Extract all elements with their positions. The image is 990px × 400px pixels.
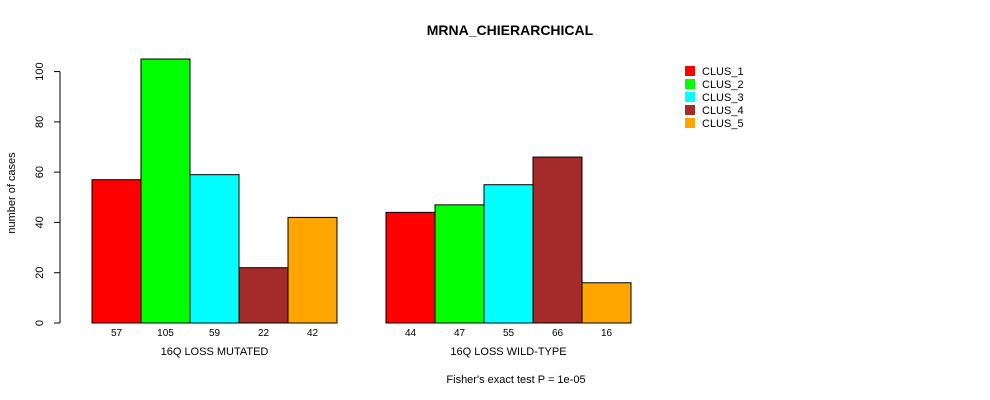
legend-swatch [685, 92, 695, 102]
y-axis-label: number of cases [6, 152, 18, 234]
legend-label: CLUS_3 [702, 92, 744, 104]
bar-clus-4-1 [238, 267, 289, 324]
legend-label: CLUS_2 [702, 79, 744, 91]
y-tick-label: 100 [34, 62, 46, 80]
bar-value-label: 47 [454, 328, 466, 339]
legend-label: CLUS_5 [702, 118, 744, 130]
legend-swatch [685, 66, 695, 76]
bar-clus-1-1 [91, 179, 142, 324]
bar-value-label: 105 [157, 328, 174, 339]
bar-clus-2-2 [434, 204, 485, 324]
group-labels: 16Q LOSS MUTATED 16Q LOSS WILD-TYPE [161, 346, 567, 358]
bar-clus-4-2 [532, 156, 583, 324]
bar-clus-2-1 [140, 58, 191, 324]
y-tick-label: 0 [34, 320, 46, 326]
fisher-test-footnote: Fisher's exact test P = 1e-05 [446, 374, 585, 386]
bar-value-label: 66 [552, 328, 564, 339]
y-tick-label: 40 [34, 216, 46, 228]
bar-value-label: 22 [258, 328, 270, 339]
chart-title: MRNA_CHIERARCHICAL [427, 22, 594, 38]
group-label: 16Q LOSS WILD-TYPE [450, 346, 566, 358]
bar-clus-3-2 [483, 184, 534, 324]
bar-value-label: 57 [111, 328, 123, 339]
bar-clus-1-2 [385, 211, 436, 324]
y-axis: 0 20 40 60 80 100 [34, 62, 61, 326]
bar-clus-3-1 [189, 174, 240, 324]
bar-clus-5-2 [581, 282, 632, 324]
legend-swatch [685, 118, 695, 128]
bar-value-label: 59 [209, 328, 221, 339]
bar-clus-5-1 [287, 216, 338, 324]
y-tick-label: 60 [34, 166, 46, 178]
y-tick-label: 20 [34, 267, 46, 279]
bars [91, 58, 632, 324]
bar-value-label: 42 [307, 328, 319, 339]
y-tick-label: 80 [34, 116, 46, 128]
legend-swatch [685, 79, 695, 89]
legend-swatch [685, 105, 695, 115]
bar-value-label: 55 [503, 328, 515, 339]
bar-value-label: 16 [601, 328, 613, 339]
legend-label: CLUS_1 [702, 66, 744, 78]
legend-label: CLUS_4 [702, 105, 744, 117]
value-labels: 57 105 59 22 42 44 47 55 66 16 [111, 328, 613, 339]
bar-value-label: 44 [405, 328, 417, 339]
group-label: 16Q LOSS MUTATED [161, 346, 269, 358]
